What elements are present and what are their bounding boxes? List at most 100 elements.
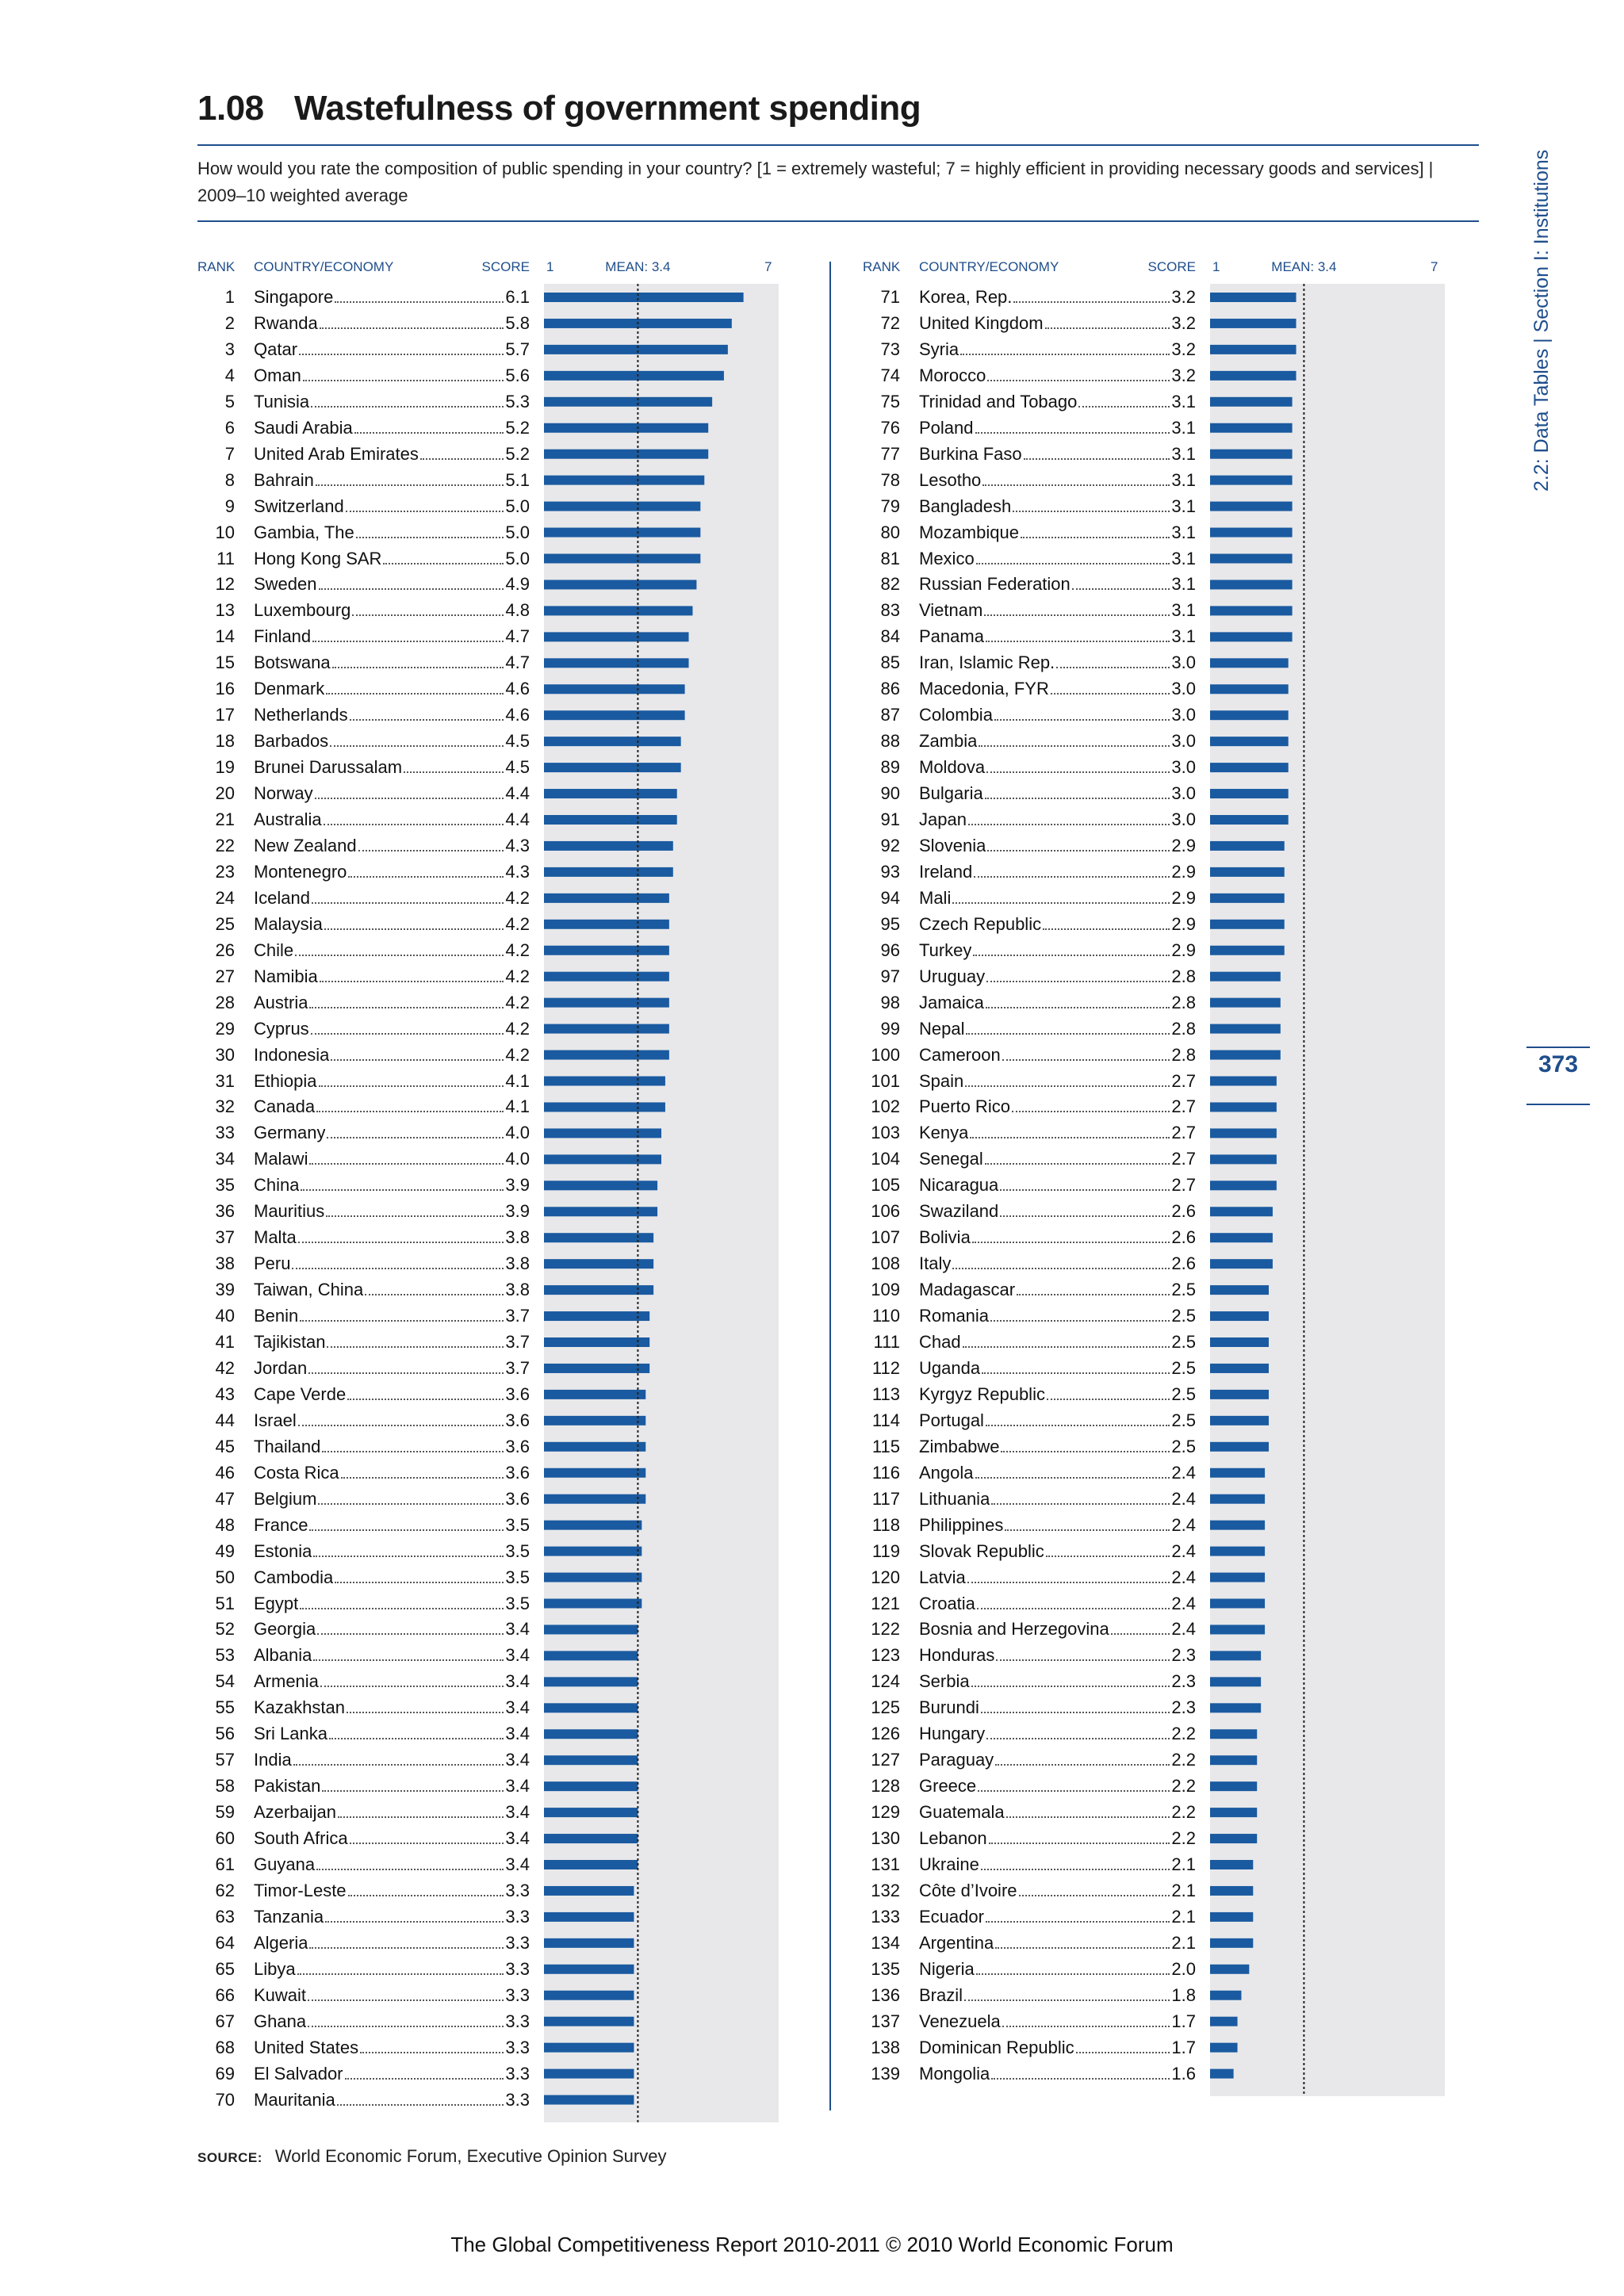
- score-value: 3.6: [505, 1436, 530, 1456]
- score-value: 5.0: [505, 496, 530, 516]
- source-text: World Economic Forum, Executive Opinion …: [274, 2146, 667, 2166]
- country-name: Indonesia: [254, 1044, 330, 1065]
- column-header-country: COUNTRY/ECONOMY: [254, 259, 394, 274]
- leader-dots: [318, 1085, 504, 1087]
- country-name: Vietnam: [919, 600, 983, 621]
- table-rank: 53: [215, 1645, 235, 1666]
- bar: [1210, 737, 1289, 747]
- section-label-text: 2.2: Data Tables | Section I: Institutio…: [1530, 149, 1553, 492]
- table-row: Morocco 3.2: [919, 362, 1196, 388]
- country-name: Cameroon: [919, 1044, 1001, 1065]
- table-rank: 135: [871, 1958, 900, 1979]
- score-value: 3.4: [505, 1724, 530, 1744]
- leader-dots: [335, 301, 504, 303]
- score-value: 5.7: [505, 339, 530, 359]
- bar: [544, 293, 744, 302]
- bar: [544, 919, 669, 929]
- country-name: Panama: [919, 626, 984, 647]
- country-name: Nicaragua: [919, 1175, 999, 1196]
- table-row: New Zealand 4.3: [254, 832, 530, 859]
- table-row: United Kingdom 3.2: [919, 310, 1196, 336]
- table-rank: 18: [215, 731, 235, 752]
- table-row: Mongolia 1.6: [919, 2061, 1196, 2087]
- country-name: Honduras: [919, 1645, 995, 1666]
- bar: [544, 763, 681, 773]
- score-value: 3.2: [1171, 339, 1196, 359]
- score-value: 1.6: [1171, 2063, 1196, 2084]
- country-name: Peru: [254, 1253, 291, 1274]
- table-row: Bahrain 5.1: [254, 467, 530, 493]
- table-row: Jordan 3.7: [254, 1355, 530, 1381]
- country-name: Sweden: [254, 574, 317, 595]
- table-row: Kyrgyz Republic 2.5: [919, 1381, 1196, 1407]
- score-value: 2.8: [1171, 1018, 1196, 1039]
- score-value: 4.2: [505, 966, 530, 986]
- table-row: Pakistan 3.4: [254, 1773, 530, 1799]
- leader-dots: [331, 1058, 504, 1061]
- score-value: 2.4: [1171, 1488, 1196, 1509]
- leader-dots: [354, 431, 504, 434]
- score-value: 2.1: [1171, 1880, 1196, 1900]
- table-rank: 122: [871, 1619, 900, 1640]
- table-rank: 69: [215, 2063, 235, 2084]
- score-value: 4.2: [505, 992, 530, 1012]
- leader-dots: [319, 327, 504, 329]
- table-row: Ethiopia 4.1: [254, 1068, 530, 1094]
- leader-dots: [299, 353, 504, 355]
- table-rank: 34: [215, 1149, 235, 1169]
- country-name: Georgia: [254, 1619, 316, 1640]
- score-value: 3.4: [505, 1828, 530, 1849]
- bar: [1210, 1729, 1258, 1739]
- table-rank: 42: [215, 1357, 235, 1378]
- table-row: Mali 2.9: [919, 885, 1196, 911]
- leader-dots: [322, 1790, 504, 1793]
- leader-dots: [1005, 1816, 1170, 1819]
- country-name: Kuwait: [254, 1984, 307, 2005]
- country-name: Greece: [919, 1776, 977, 1797]
- table-rank: 107: [871, 1227, 900, 1248]
- leader-dots: [1044, 327, 1170, 329]
- country-name: Madagascar: [919, 1280, 1016, 1300]
- leader-dots: [1046, 1398, 1170, 1400]
- bar: [544, 501, 701, 511]
- score-value: 2.4: [1171, 1514, 1196, 1535]
- score-value: 4.2: [505, 887, 530, 908]
- table-row: Moldova 3.0: [919, 754, 1196, 780]
- table-rank: 82: [880, 574, 900, 595]
- table-row: Angola 2.4: [919, 1460, 1196, 1486]
- country-name: Oman: [254, 365, 301, 385]
- bar: [544, 1494, 646, 1504]
- country-name: Korea, Rep.: [919, 287, 1013, 307]
- leader-dots: [322, 1450, 504, 1452]
- score-value: 3.6: [505, 1383, 530, 1404]
- table-row: Romania 2.5: [919, 1303, 1196, 1329]
- bar: [544, 945, 669, 955]
- leader-dots: [986, 771, 1170, 774]
- leader-dots: [1050, 693, 1170, 695]
- score-value: 2.1: [1171, 1906, 1196, 1927]
- table-row: Mauritius 3.9: [254, 1198, 530, 1224]
- score-value: 3.0: [1171, 757, 1196, 778]
- table-row: Puerto Rico 2.7: [919, 1093, 1196, 1119]
- bar: [1210, 1311, 1269, 1322]
- table-rank: 43: [215, 1383, 235, 1404]
- table-rank: 61: [215, 1854, 235, 1874]
- score-value: 2.2: [1171, 1776, 1196, 1797]
- table-rank: 99: [880, 1018, 900, 1039]
- table-rank: 4: [224, 365, 235, 385]
- table-row: Luxembourg 4.8: [254, 597, 530, 623]
- leader-dots: [320, 1686, 504, 1688]
- leader-dots: [324, 928, 504, 930]
- country-name: Macedonia, FYR: [919, 679, 1049, 699]
- score-value: 3.1: [1171, 443, 1196, 464]
- axis-tick-min: 1: [1212, 259, 1220, 274]
- bar: [1210, 606, 1293, 616]
- bar: [1210, 763, 1289, 773]
- table-rank: 50: [215, 1567, 235, 1587]
- bar: [1210, 2016, 1238, 2026]
- table-row: Lebanon 2.2: [919, 1825, 1196, 1851]
- leader-dots: [991, 1502, 1170, 1505]
- country-name: Syria: [919, 339, 959, 359]
- table-row: Canada 4.1: [254, 1093, 530, 1119]
- table-row: Argentina 2.1: [919, 1930, 1196, 1956]
